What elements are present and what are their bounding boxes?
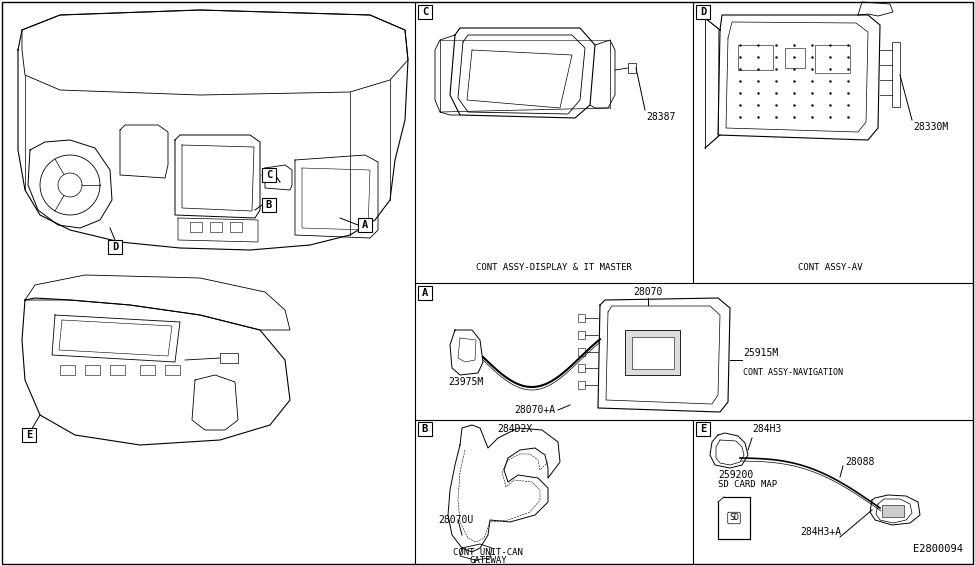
Text: B: B xyxy=(422,424,428,434)
Bar xyxy=(60,365,75,375)
Bar xyxy=(632,337,674,369)
Text: B: B xyxy=(266,200,272,210)
Bar xyxy=(892,42,900,107)
Bar xyxy=(882,505,904,517)
Bar xyxy=(165,365,180,375)
Text: A: A xyxy=(362,220,369,230)
Text: A: A xyxy=(422,288,428,298)
Bar xyxy=(110,365,125,375)
Text: 28070U: 28070U xyxy=(438,515,473,525)
Text: GATEWAY: GATEWAY xyxy=(469,556,507,565)
Bar xyxy=(578,331,585,339)
Bar xyxy=(220,353,238,363)
Text: 28387: 28387 xyxy=(646,112,676,122)
Text: 284D2X: 284D2X xyxy=(497,424,532,434)
Bar xyxy=(418,422,432,436)
Bar xyxy=(190,222,202,232)
Text: SD: SD xyxy=(729,513,739,522)
Bar xyxy=(578,314,585,322)
Bar xyxy=(628,63,636,73)
Text: E2800094: E2800094 xyxy=(913,544,963,554)
Bar xyxy=(696,422,710,436)
Bar xyxy=(22,428,36,442)
Bar xyxy=(718,497,750,539)
Text: E: E xyxy=(26,430,32,440)
Text: 284H3+A: 284H3+A xyxy=(800,527,841,537)
Bar xyxy=(418,286,432,300)
Text: 23975M: 23975M xyxy=(448,377,484,387)
Text: C: C xyxy=(422,7,428,17)
Bar xyxy=(578,348,585,356)
Text: D: D xyxy=(700,7,706,17)
Text: CONT UNIT-CAN: CONT UNIT-CAN xyxy=(453,548,523,557)
Bar xyxy=(578,381,585,389)
Text: 25915M: 25915M xyxy=(743,348,778,358)
Text: CONT ASSY-DISPLAY & IT MASTER: CONT ASSY-DISPLAY & IT MASTER xyxy=(476,264,632,272)
Polygon shape xyxy=(718,497,724,502)
Bar xyxy=(738,45,773,70)
Bar xyxy=(108,240,122,254)
Bar xyxy=(262,198,276,212)
Text: C: C xyxy=(266,170,272,180)
Bar xyxy=(785,48,805,68)
Bar xyxy=(140,365,155,375)
Text: 28070: 28070 xyxy=(634,287,663,297)
Bar xyxy=(418,5,432,19)
Text: SD CARD MAP: SD CARD MAP xyxy=(718,480,777,489)
Bar xyxy=(358,218,372,232)
Text: D: D xyxy=(112,242,118,252)
Text: 284H3: 284H3 xyxy=(752,424,781,434)
Text: CONT ASSY-AV: CONT ASSY-AV xyxy=(798,264,862,272)
Text: 28088: 28088 xyxy=(845,457,875,467)
Bar xyxy=(210,222,222,232)
Bar xyxy=(85,365,100,375)
Bar xyxy=(230,222,242,232)
Bar xyxy=(696,5,710,19)
Text: 259200: 259200 xyxy=(718,470,754,480)
Text: E: E xyxy=(700,424,706,434)
Text: 28330M: 28330M xyxy=(913,122,949,132)
Text: 28070+A: 28070+A xyxy=(515,405,556,415)
Bar xyxy=(815,45,850,73)
Text: CONT ASSY-NAVIGATION: CONT ASSY-NAVIGATION xyxy=(743,368,843,377)
Bar xyxy=(625,330,680,375)
Bar xyxy=(578,364,585,372)
Bar xyxy=(262,168,276,182)
